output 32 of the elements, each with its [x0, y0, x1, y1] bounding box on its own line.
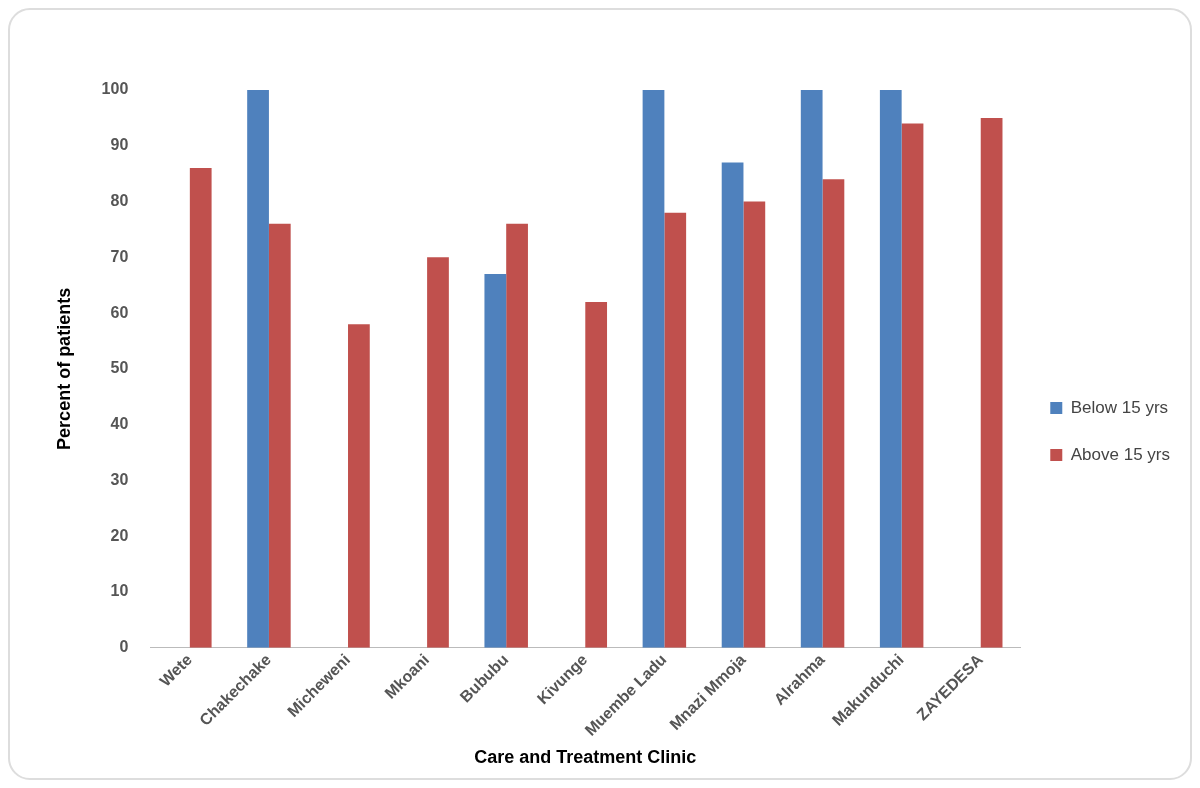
bar — [268, 223, 291, 648]
bar — [247, 90, 269, 648]
y-tick-label: 40 — [110, 415, 129, 433]
y-tick-label: 50 — [110, 359, 129, 377]
legend-label: Above 15 yrs — [1070, 444, 1171, 464]
y-tick-label: 30 — [110, 470, 129, 488]
bar — [506, 223, 528, 648]
y-axis-title: Percent of patients — [53, 287, 74, 450]
bar — [721, 162, 744, 648]
y-tick-label: 90 — [110, 136, 129, 154]
legend-label: Below 15 yrs — [1070, 397, 1169, 417]
y-tick-label: 80 — [110, 191, 129, 209]
y-tick-label: 0 — [119, 638, 129, 656]
y-tick-label: 70 — [110, 247, 129, 265]
bar — [427, 257, 449, 648]
bar — [980, 117, 1003, 648]
bar — [822, 179, 845, 648]
bar — [743, 201, 766, 648]
y-tick-label: 10 — [110, 582, 129, 600]
bar — [642, 90, 665, 648]
bar — [585, 301, 608, 648]
bar — [879, 90, 902, 648]
bar — [664, 212, 687, 648]
bar — [800, 90, 823, 648]
y-tick-label: 60 — [110, 303, 129, 321]
y-tick-label: 100 — [101, 80, 129, 98]
y-tick-label: 20 — [110, 526, 129, 544]
bar — [348, 324, 370, 648]
x-axis-title: Care and Treatment Clinic — [474, 747, 697, 768]
bar — [901, 123, 924, 648]
bar — [484, 274, 507, 648]
bar — [189, 168, 212, 648]
